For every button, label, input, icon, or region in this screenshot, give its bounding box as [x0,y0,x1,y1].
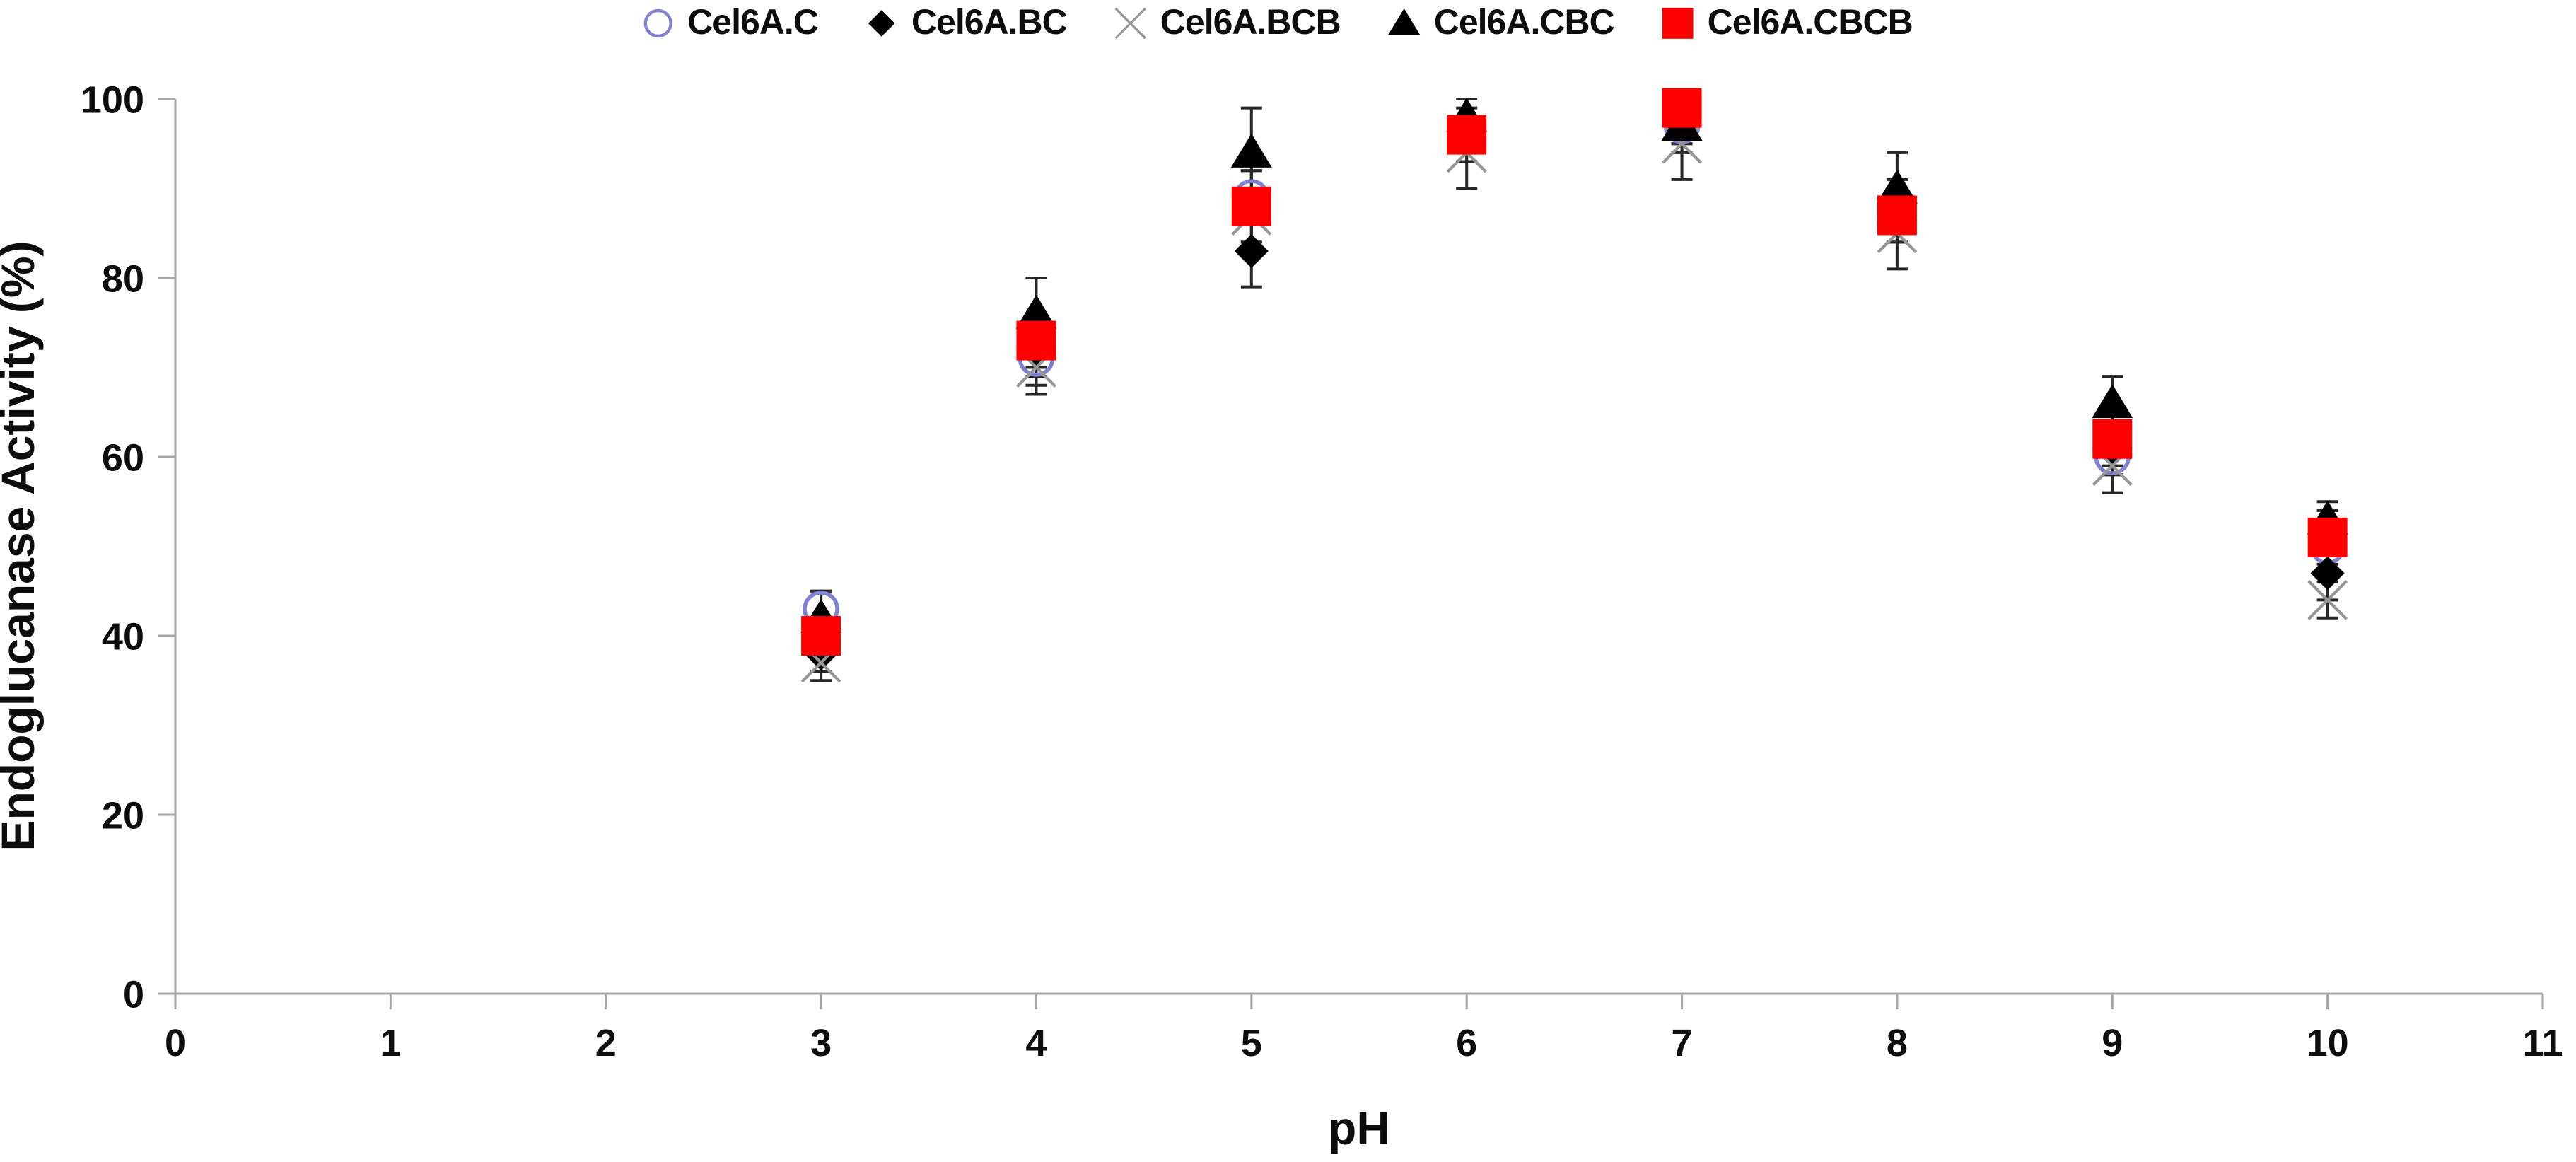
y-axis-title: Endoglucanase Activity (%) [0,240,44,851]
data-point-circle-open [643,8,672,38]
data-point-square [801,616,841,656]
x-glyph [1114,7,1146,40]
data-point-square [1231,186,1271,226]
y-tick-label: 80 [102,257,144,300]
square-marker-icon [1658,2,1698,42]
y-tick-label: 100 [81,79,144,121]
x-tick-label: 2 [595,1022,617,1064]
y-tick-label: 60 [102,436,144,479]
data-point-triangle [1876,169,1918,204]
square-glyph [1662,8,1694,39]
legend-label-cel6a-c: Cel6A.C [687,2,819,42]
legend-label-cel6a-bcb: Cel6A.BCB [1160,2,1341,42]
data-point-square [1016,320,1056,361]
data-point-square [1447,115,1487,155]
data-point-x [1114,7,1146,40]
legend-label-cel6a-bc: Cel6A.BC [911,2,1068,42]
x-tick-label: 11 [2522,1022,2563,1064]
x-tick-label: 6 [1456,1022,1477,1064]
legend-item-cel6a-bc: Cel6A.BC [862,1,1068,42]
data-point-triangle [1388,8,1421,35]
legend-item-cel6a-cbcb: Cel6A.CBCB [1658,1,1913,42]
data-point-triangle [2092,384,2133,419]
legend-label-cel6a-cbc: Cel6A.CBC [1433,2,1615,42]
open-circle-marker-icon [638,2,677,42]
data-point-square [1662,8,1694,39]
y-tick-label: 40 [102,615,144,658]
triangle-marker-icon [1385,2,1424,42]
plot-area: 0 20 40 60 80 100 0 1 2 3 4 5 6 7 8 9 10 11 [81,79,2563,1064]
legend-item-cel6a-c: Cel6A.C [638,1,819,42]
data-point-triangle [1015,294,1057,329]
diamond-glyph [868,10,895,37]
data-point-square [2092,419,2133,459]
x-tick-label: 9 [2102,1022,2123,1064]
triangle-glyph [1388,8,1421,35]
data-point-square [1877,195,1917,236]
x-tick-label: 10 [2307,1022,2349,1064]
diamond-marker-icon [862,2,902,42]
y-tick-label: 20 [102,794,144,837]
x-tick-label: 3 [810,1022,832,1064]
x-axis-title: pH [1328,1102,1390,1154]
circle-open-glyph [643,8,672,38]
data-point-square [2307,517,2348,557]
data-point-diamond [2310,556,2345,591]
legend-item-cel6a-bcb: Cel6A.BCB [1111,1,1341,42]
x-tick-label: 0 [165,1022,186,1064]
y-tick-label: 0 [123,973,144,1016]
legend-label-cel6a-cbcb: Cel6A.CBCB [1707,2,1913,42]
x-tick-label: 5 [1241,1022,1262,1064]
data-point-x [2307,579,2348,620]
legend: Cel6A.C Cel6A.BC Cel6A.BCB Cel6A.CBC Cel… [638,1,1913,42]
data-point-diamond [1234,234,1269,269]
x-tick-label: 8 [1887,1022,1908,1064]
data-point-square [1662,88,1702,128]
data-point-diamond [868,10,895,37]
x-tick-label: 1 [380,1022,401,1064]
x-marker-icon [1111,2,1150,42]
data-point-triangle [1230,133,1272,168]
legend-item-cel6a-cbc: Cel6A.CBC [1385,1,1615,42]
x-tick-label: 4 [1025,1022,1047,1064]
x-tick-label: 7 [1672,1022,1693,1064]
